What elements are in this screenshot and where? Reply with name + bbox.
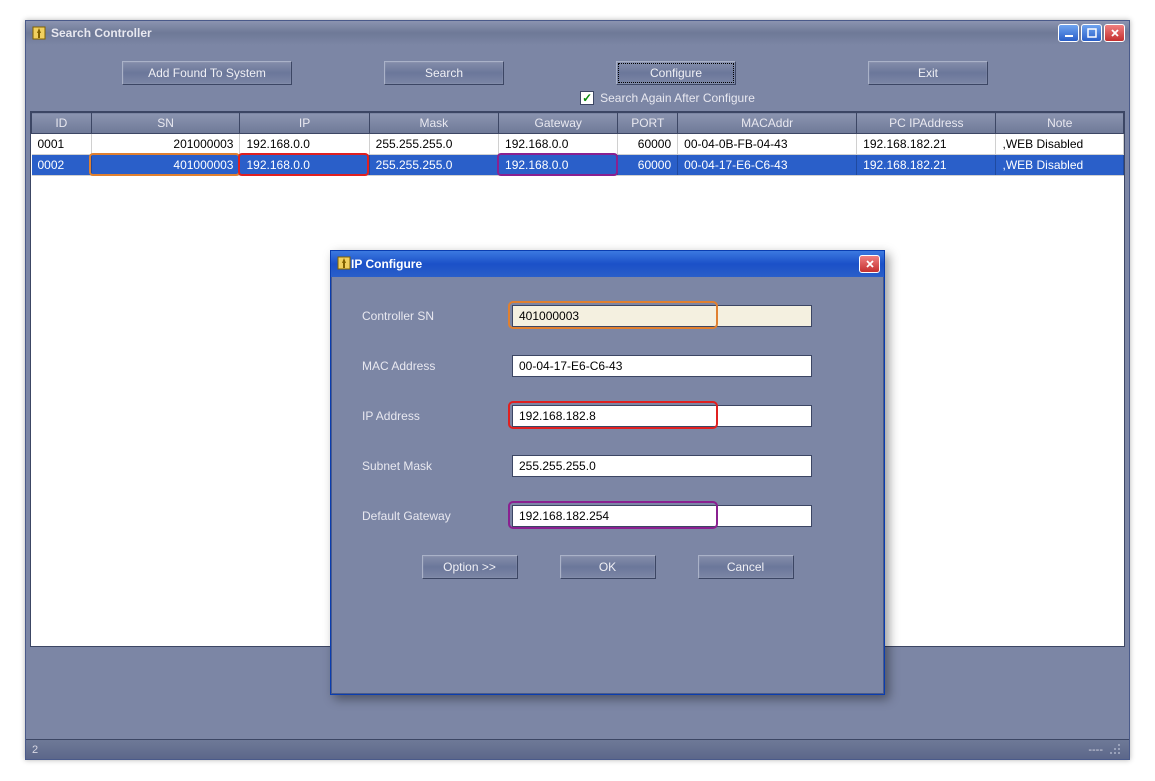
ip-address-field[interactable]: 192.168.182.8 [512,405,812,427]
option-button[interactable]: Option >> [422,555,518,579]
table-header-pc-ipaddress[interactable]: PC IPAddress [857,113,996,134]
configure-button[interactable]: Configure [616,61,736,85]
main-titlebar: Search Controller [26,21,1129,45]
table-header-ip[interactable]: IP [240,113,369,134]
status-right-text: ---- [1088,744,1103,756]
table-cell: 60000 [618,134,678,155]
status-count: 2 [32,744,38,756]
ip-address-label: IP Address [362,409,512,423]
table-cell: 255.255.255.0 [369,155,498,176]
table-cell: 0002 [32,155,92,176]
table-header-id[interactable]: ID [32,113,92,134]
mac-address-row: MAC Address 00-04-17-E6-C6-43 [362,355,853,377]
ip-address-row: IP Address 192.168.182.8 [362,405,853,427]
minimize-button[interactable] [1058,24,1079,42]
table-cell: 192.168.0.0 [240,134,369,155]
table-header-gateway[interactable]: Gateway [499,113,618,134]
status-bar: 2 ---- [26,739,1129,759]
ok-button[interactable]: OK [560,555,656,579]
table-cell: ,WEB Disabled [996,134,1124,155]
table-header-note[interactable]: Note [996,113,1124,134]
subnet-mask-label: Subnet Mask [362,459,512,473]
table-cell: 192.168.182.21 [857,155,996,176]
table-header-sn[interactable]: SN [91,113,240,134]
table-cell: 201000003 [91,134,240,155]
table-cell: 00-04-0B-FB-04-43 [678,134,857,155]
dialog-titlebar: IP Configure [331,251,884,277]
window-buttons [1058,24,1125,42]
default-gateway-row: Default Gateway 192.168.182.254 [362,505,853,527]
dialog-close-button[interactable] [859,255,880,273]
table-header-macaddr[interactable]: MACAddr [678,113,857,134]
mac-address-label: MAC Address [362,359,512,373]
mac-address-field[interactable]: 00-04-17-E6-C6-43 [512,355,812,377]
controller-sn-field: 401000003 [512,305,812,327]
dialog-app-icon [337,256,351,273]
table-cell: 255.255.255.0 [369,134,498,155]
maximize-button[interactable] [1081,24,1102,42]
table-cell: 60000 [618,155,678,176]
table-row[interactable]: 0002401000003192.168.0.0255.255.255.0192… [32,155,1124,176]
table-cell: 192.168.182.21 [857,134,996,155]
subnet-mask-field[interactable]: 255.255.255.0 [512,455,812,477]
table-cell: ,WEB Disabled [996,155,1124,176]
resize-grip[interactable] [1109,743,1123,757]
dialog-body: Controller SN 401000003 MAC Address 00-0… [331,277,884,694]
add-found-button[interactable]: Add Found To System [122,61,292,85]
ip-configure-dialog: IP Configure Controller SN 401000003 MAC… [330,250,885,695]
table-header-row: IDSNIPMaskGatewayPORTMACAddrPC IPAddress… [32,113,1124,134]
table-header-mask[interactable]: Mask [369,113,498,134]
controller-table: IDSNIPMaskGatewayPORTMACAddrPC IPAddress… [31,112,1124,176]
search-again-label: Search Again After Configure [600,91,755,105]
cancel-button[interactable]: Cancel [698,555,794,579]
table-cell: 401000003 [91,155,240,176]
subnet-mask-row: Subnet Mask 255.255.255.0 [362,455,853,477]
table-cell: 192.168.0.0 [499,155,618,176]
main-toolbar: Add Found To System Search Configure Exi… [26,45,1129,93]
controller-sn-label: Controller SN [362,309,512,323]
table-cell: 192.168.0.0 [240,155,369,176]
exit-button[interactable]: Exit [868,61,988,85]
table-row[interactable]: 0001201000003192.168.0.0255.255.255.0192… [32,134,1124,155]
search-button[interactable]: Search [384,61,504,85]
default-gateway-label: Default Gateway [362,509,512,523]
dialog-button-row: Option >> OK Cancel [362,555,853,579]
search-again-row: ✓ Search Again After Configure [116,91,1155,105]
default-gateway-field[interactable]: 192.168.182.254 [512,505,812,527]
controller-sn-row: Controller SN 401000003 [362,305,853,327]
table-header-port[interactable]: PORT [618,113,678,134]
dialog-title: IP Configure [351,257,859,271]
close-button[interactable] [1104,24,1125,42]
table-cell: 0001 [32,134,92,155]
search-again-checkbox[interactable]: ✓ [580,91,594,105]
main-window-title: Search Controller [51,26,1058,40]
status-right: ---- [1088,743,1123,757]
table-cell: 00-04-17-E6-C6-43 [678,155,857,176]
app-icon [32,26,46,40]
table-cell: 192.168.0.0 [499,134,618,155]
stage: Search Controller Add Found To System Se… [0,0,1155,781]
